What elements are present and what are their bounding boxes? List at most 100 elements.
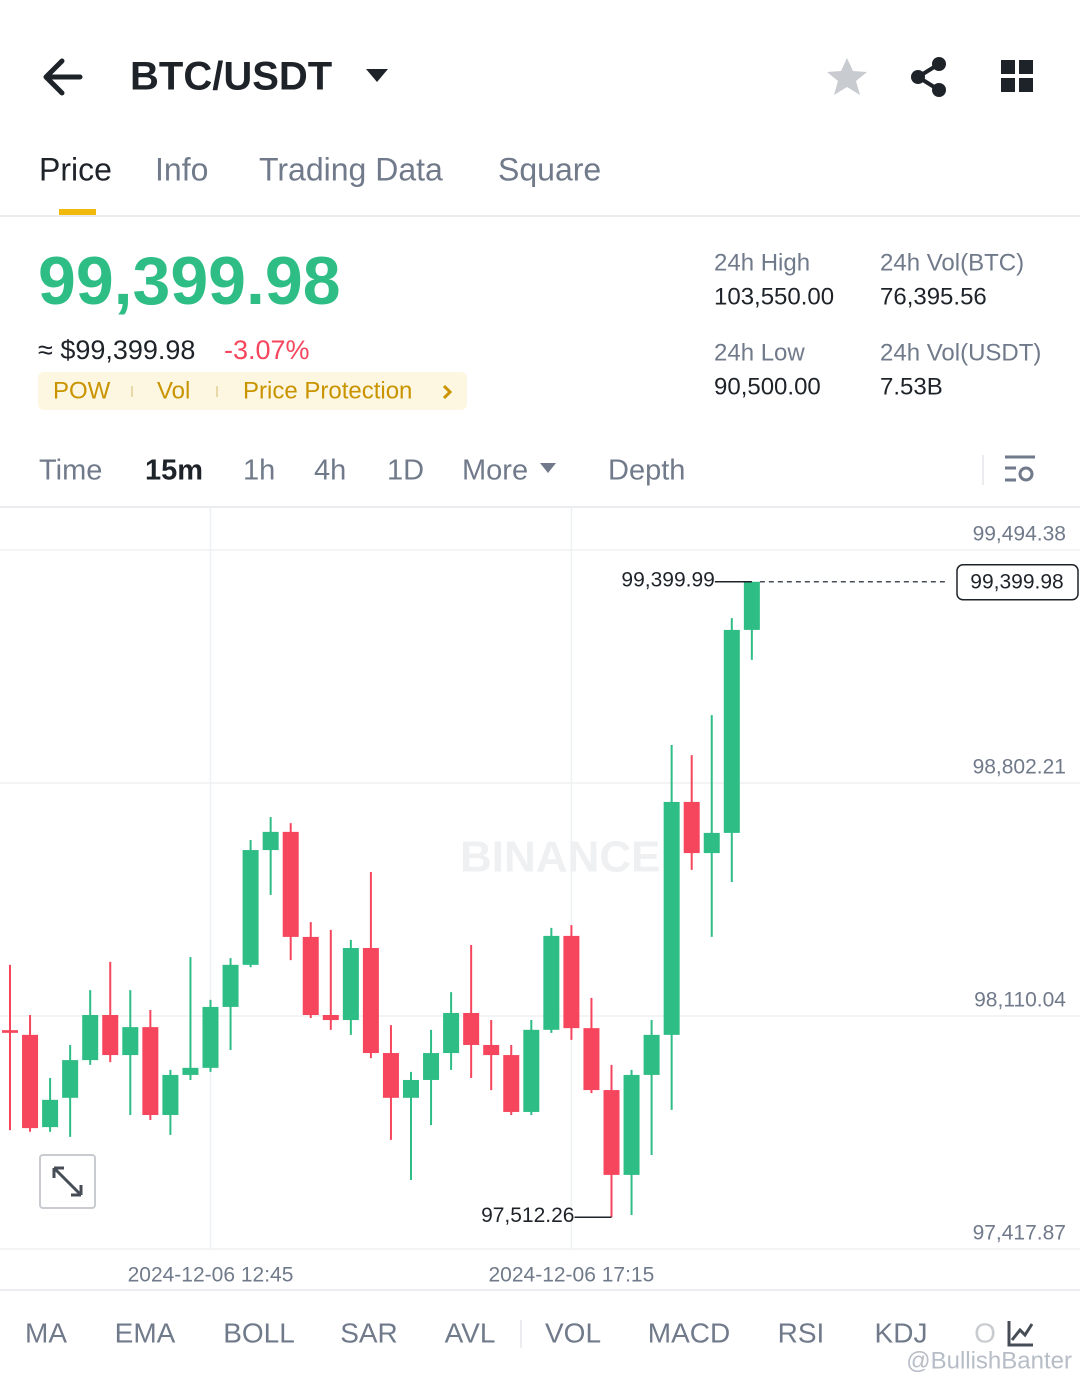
x-tick-label: 2024-12-06 12:45 — [128, 1264, 294, 1287]
annotation-label: 99,399.99 — [621, 568, 714, 591]
tag[interactable]: Price Protection — [243, 377, 412, 404]
candle-body — [523, 1029, 540, 1112]
y-tick-label: 97,417.87 — [973, 1222, 1066, 1245]
candle-body — [663, 801, 680, 1035]
pair-caret[interactable] — [366, 69, 388, 82]
interval[interactable]: Depth — [608, 455, 685, 487]
candle-body — [443, 1012, 460, 1054]
candle-body — [162, 1074, 179, 1115]
expand-button[interactable] — [39, 1154, 96, 1209]
indicator[interactable]: MACD — [648, 1317, 730, 1348]
more-caret[interactable] — [540, 463, 556, 473]
last-price-box — [956, 564, 1079, 601]
favorite-icon[interactable] — [827, 58, 867, 95]
candle-body — [603, 1090, 620, 1175]
indicator[interactable]: RSI — [778, 1317, 825, 1348]
interval[interactable]: More — [462, 455, 528, 487]
price-change: -3.07% — [224, 335, 310, 365]
watermark: @BullishBanter — [906, 1347, 1072, 1374]
tag-separator — [131, 386, 133, 397]
candle-body — [342, 948, 359, 1021]
stat-value: 90,500.00 — [714, 373, 821, 400]
candle-body — [723, 629, 740, 833]
last-price: 99,399.98 — [38, 243, 341, 319]
stat-label: 24h Vol(USDT) — [880, 339, 1041, 366]
indicator[interactable]: MA — [25, 1317, 67, 1348]
indicator[interactable]: SAR — [340, 1317, 398, 1348]
indicator[interactable]: AVL — [445, 1317, 496, 1348]
candle-body — [282, 831, 299, 937]
candle-body — [22, 1034, 39, 1129]
candle-body — [82, 1015, 99, 1061]
candle-body — [623, 1074, 640, 1175]
y-tick-label: 98,110.04 — [974, 989, 1066, 1012]
tag-chevron — [442, 384, 453, 400]
annotation-label: 97,512.26 — [481, 1204, 574, 1227]
candle-body — [503, 1055, 520, 1112]
candle-body — [683, 801, 700, 854]
candle-body — [242, 850, 259, 965]
tag[interactable]: POW — [53, 377, 111, 404]
candle-body — [543, 935, 560, 1030]
indicator[interactable]: VOL — [545, 1317, 601, 1348]
tag-separator — [216, 386, 218, 397]
interval[interactable]: Time — [39, 455, 102, 487]
candle-body — [403, 1079, 419, 1098]
last-price-label: 99,399.98 — [970, 570, 1063, 593]
stat-label: 24h High — [714, 249, 810, 276]
candle-body — [62, 1060, 79, 1098]
chart-settings-icon[interactable] — [1005, 455, 1035, 482]
candle-body — [643, 1034, 660, 1075]
back-button[interactable] — [43, 58, 83, 96]
stat-value: 7.53B — [880, 373, 943, 400]
tab[interactable]: Square — [498, 151, 601, 187]
chart-watermark: BINANCE — [460, 833, 660, 882]
candle-body — [182, 1067, 199, 1075]
interval[interactable]: 4h — [314, 455, 346, 487]
indicator[interactable]: KDJ — [875, 1317, 928, 1348]
candle-body — [362, 948, 379, 1054]
candle-body — [483, 1044, 500, 1056]
candlestick-chart: BINANCE 2024-12-06 12:45 2024-12-06 17:15 9… — [0, 507, 1080, 1287]
stat-value: 103,550.00 — [714, 283, 834, 310]
candle-body — [463, 1012, 480, 1045]
tab[interactable]: Price — [39, 151, 112, 187]
interval[interactable]: 1D — [387, 455, 424, 487]
candle-body — [302, 936, 319, 1016]
tab[interactable]: Info — [155, 151, 208, 187]
candle-body — [423, 1053, 440, 1080]
fiat-price: ≈ $99,399.98 — [38, 335, 195, 365]
y-tick-label: 99,494.38 — [973, 523, 1066, 546]
tab[interactable]: Trading Data — [259, 151, 443, 187]
indicator-settings-icon[interactable] — [1007, 1321, 1034, 1347]
indicator[interactable]: EMA — [115, 1317, 176, 1348]
share-icon[interactable] — [911, 57, 946, 97]
stat-value: 76,395.56 — [880, 283, 987, 310]
interval[interactable]: 1h — [243, 455, 275, 487]
stat-label: 24h Low — [714, 339, 805, 366]
y-tick-label: 98,802.21 — [973, 756, 1066, 779]
candle-body — [122, 1027, 139, 1056]
candle-body — [222, 964, 239, 1007]
x-tick-label: 2024-12-06 17:15 — [488, 1264, 654, 1287]
tag[interactable]: Vol — [157, 377, 190, 404]
indicator[interactable]: BOLL — [223, 1317, 295, 1348]
candle-body — [42, 1099, 59, 1128]
candle-body — [102, 1015, 119, 1056]
candle-body — [322, 1015, 339, 1021]
candle-body — [142, 1027, 159, 1115]
interval[interactable]: 15m — [145, 455, 203, 487]
candle-body — [382, 1053, 399, 1098]
candle-body — [743, 581, 760, 630]
tab-indicator — [59, 209, 96, 215]
indicator[interactable]: O — [974, 1317, 996, 1348]
candle-body — [583, 1028, 600, 1091]
candle-body — [2, 1030, 18, 1033]
candle-body — [563, 935, 580, 1029]
candle-body — [202, 1006, 219, 1068]
tag-bar[interactable] — [38, 372, 467, 410]
layout-icon[interactable] — [1001, 60, 1033, 92]
stat-label: 24h Vol(BTC) — [880, 249, 1024, 276]
pair-title[interactable]: BTC/USDT — [130, 55, 332, 99]
